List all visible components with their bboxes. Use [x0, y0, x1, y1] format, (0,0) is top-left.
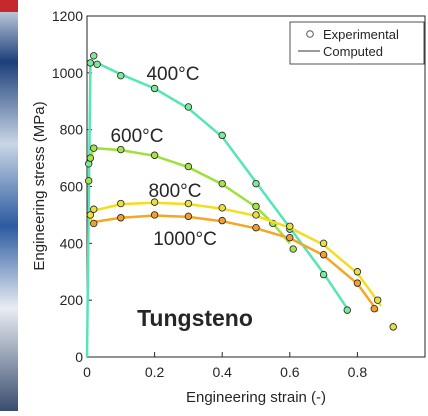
experimental-point: [218, 179, 226, 188]
experimental-point: [90, 144, 98, 152]
experimental-point: [117, 214, 125, 222]
experimental-point: [252, 211, 260, 219]
experimental-point: [90, 205, 98, 213]
series-label: 600°C: [110, 126, 163, 147]
experimental-point: [353, 279, 362, 287]
experimental-point: [117, 145, 125, 154]
legend-marker: [306, 30, 314, 38]
y-tick-label: 600: [60, 179, 84, 195]
experimental-point: [184, 103, 193, 111]
experimental-point: [319, 270, 328, 279]
experimental-point: [150, 198, 159, 206]
experimental-point: [373, 296, 382, 304]
experimental-point: [218, 131, 226, 140]
experimental-point: [252, 179, 260, 188]
legend-label: Experimental: [323, 27, 399, 42]
experimental-point: [252, 202, 260, 211]
series-label: 800°C: [148, 181, 201, 202]
experimental-point: [90, 52, 98, 60]
experimental-point: [286, 222, 294, 230]
experimental-point: [184, 162, 193, 171]
background-photo: [0, 0, 18, 411]
experimental-point: [90, 219, 98, 228]
x-tick-label: 0.4: [212, 364, 232, 380]
experimental-point: [252, 224, 260, 232]
y-tick-label: 800: [60, 122, 84, 138]
experimental-point: [343, 306, 351, 314]
experimental-point: [289, 245, 297, 253]
y-tick-label: 200: [60, 292, 84, 308]
y-tick-label: 1000: [52, 65, 83, 81]
experimental-point: [286, 233, 294, 242]
y-axis-label: Engineering stress (MPa): [31, 101, 48, 270]
y-tick-label: 0: [75, 349, 83, 365]
experimental-point: [93, 60, 101, 69]
experimental-point: [150, 84, 159, 93]
series-label: 400°C: [146, 64, 199, 85]
y-tick-label: 1200: [52, 8, 83, 24]
y-tick-label: 400: [60, 235, 84, 251]
experimental-point: [319, 250, 328, 259]
experimental-point: [150, 151, 159, 159]
legend: Experimental Computed: [289, 21, 425, 65]
experimental-point: [86, 211, 95, 219]
experimental-point: [86, 59, 95, 67]
photo-banner: [0, 0, 22, 12]
legend-label: Computed: [323, 44, 383, 59]
experimental-point: [319, 239, 328, 248]
legend-box: [289, 21, 425, 65]
experimental-point: [218, 204, 226, 212]
x-tick-label: 0.6: [280, 364, 300, 380]
experimental-point: [117, 199, 125, 208]
experimental-point: [84, 177, 93, 185]
x-tick-label: 0.8: [348, 364, 368, 380]
x-tick-label: 0.2: [145, 364, 165, 380]
material-annotation: Tungsteno: [137, 305, 253, 331]
experimental-point: [370, 304, 378, 313]
experimental-point: [150, 211, 159, 219]
experimental-point: [218, 216, 226, 225]
experimental-point: [353, 268, 362, 276]
experimental-point: [117, 71, 125, 80]
series-label: 1000°C: [153, 229, 217, 250]
experimental-point: [184, 199, 193, 208]
x-axis-label: Engineering strain (-): [186, 389, 326, 406]
x-tick-label: 0: [83, 364, 91, 380]
experimental-point: [86, 154, 95, 162]
experimental-point: [389, 323, 397, 331]
experimental-point: [184, 212, 193, 221]
